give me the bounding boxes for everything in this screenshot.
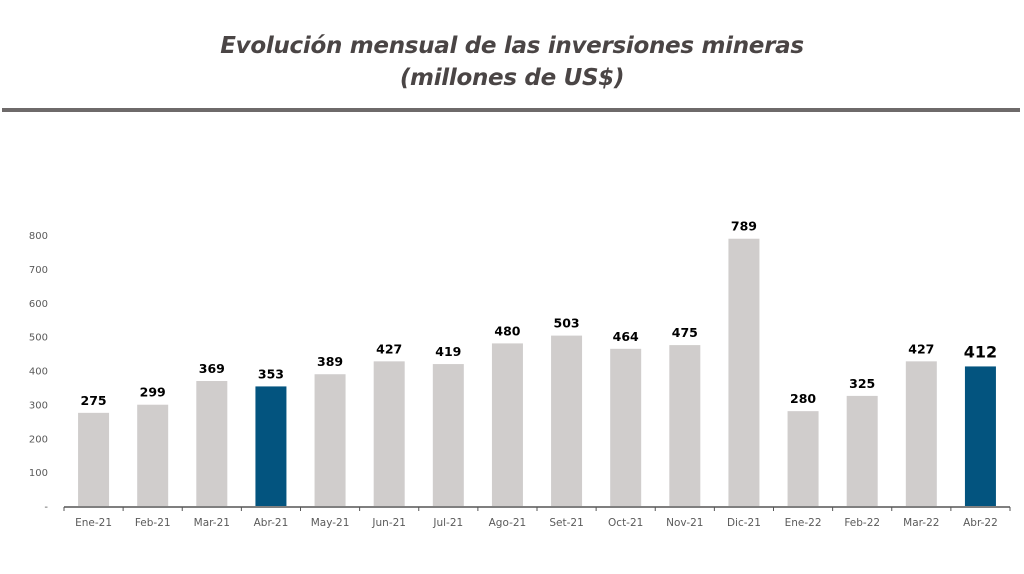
title-line-1: Evolución mensual de las inversiones min… xyxy=(220,33,804,59)
data-label: 464 xyxy=(613,329,639,344)
data-label: 299 xyxy=(140,385,166,400)
data-label: 480 xyxy=(494,323,520,338)
data-label: 325 xyxy=(849,376,875,391)
data-label: 412 xyxy=(964,342,997,361)
x-axis: Ene-21 Feb-21 Mar-21 Abr-21 May-21 Jun-21 Jul-… xyxy=(63,506,1011,529)
bar-dic-21 xyxy=(728,238,760,506)
data-label: 280 xyxy=(790,391,816,406)
data-label: 789 xyxy=(731,219,757,234)
bar-abr-22 xyxy=(964,366,996,506)
x-tick-label: Mar-21 xyxy=(194,517,230,529)
data-label: 475 xyxy=(672,325,698,340)
bar-jun-21 xyxy=(373,361,405,506)
x-tick-label: Oct-21 xyxy=(608,517,643,529)
data-label: 427 xyxy=(908,341,934,356)
data-label: 369 xyxy=(199,361,225,376)
x-tick-label: Feb-21 xyxy=(135,517,171,529)
x-tick-label: Dic-21 xyxy=(727,517,761,529)
data-label: 275 xyxy=(81,393,107,408)
y-tick-label: 300 xyxy=(29,400,48,411)
y-tick-label: 700 xyxy=(29,265,48,276)
x-tick-label: Set-21 xyxy=(549,517,583,529)
bar-ene-21 xyxy=(78,412,110,506)
x-tick-label: Jun-21 xyxy=(371,517,406,529)
bars xyxy=(78,238,996,506)
data-label: 503 xyxy=(554,316,580,331)
y-tick-label: 400 xyxy=(29,367,48,378)
x-tick-label: Mar-22 xyxy=(903,517,939,529)
y-tick-label: 800 xyxy=(29,231,48,242)
bar-may-21 xyxy=(314,374,346,506)
bar-mar-22 xyxy=(905,361,937,506)
bar-abr-21 xyxy=(255,386,287,506)
y-tick-label: 200 xyxy=(29,434,48,445)
x-tick-label: Abr-22 xyxy=(963,517,998,529)
x-tick-label: Ene-22 xyxy=(785,517,822,529)
data-label: 353 xyxy=(258,366,284,381)
y-tick-label: 100 xyxy=(29,468,48,479)
data-labels: 275 299 369 353 389 427 419 480 503 464 475 789 280 3… xyxy=(81,219,998,408)
y-tick-label: 500 xyxy=(29,333,48,344)
data-label: 419 xyxy=(435,344,461,359)
title-divider xyxy=(2,108,1020,112)
bar-feb-21 xyxy=(137,404,169,506)
x-tick-label: Feb-22 xyxy=(844,517,880,529)
y-axis: - 100 200 300 400 500 600 700 800 xyxy=(29,231,48,513)
bar-feb-22 xyxy=(846,395,878,506)
data-label: 389 xyxy=(317,354,343,369)
bar-ago-21 xyxy=(491,343,523,506)
x-tick-label: Jul-21 xyxy=(432,517,463,529)
y-tick-label: - xyxy=(44,502,48,513)
x-tick-label: May-21 xyxy=(311,517,350,529)
bar-oct-21 xyxy=(610,348,642,506)
bar-set-21 xyxy=(551,335,583,506)
bar-nov-21 xyxy=(669,345,701,506)
x-tick-label: Ene-21 xyxy=(75,517,112,529)
bar-ene-22 xyxy=(787,411,819,506)
bar-jul-21 xyxy=(432,364,464,506)
title-line-2: (millones de US$) xyxy=(399,65,625,91)
x-tick-label: Nov-21 xyxy=(666,517,703,529)
chart-title: Evolución mensual de las inversiones min… xyxy=(0,30,1024,94)
y-tick-label: 600 xyxy=(29,299,48,310)
bar-mar-21 xyxy=(196,381,228,506)
x-tick-label: Abr-21 xyxy=(254,517,289,529)
x-tick-label: Ago-21 xyxy=(489,517,527,529)
data-label: 427 xyxy=(376,341,402,356)
